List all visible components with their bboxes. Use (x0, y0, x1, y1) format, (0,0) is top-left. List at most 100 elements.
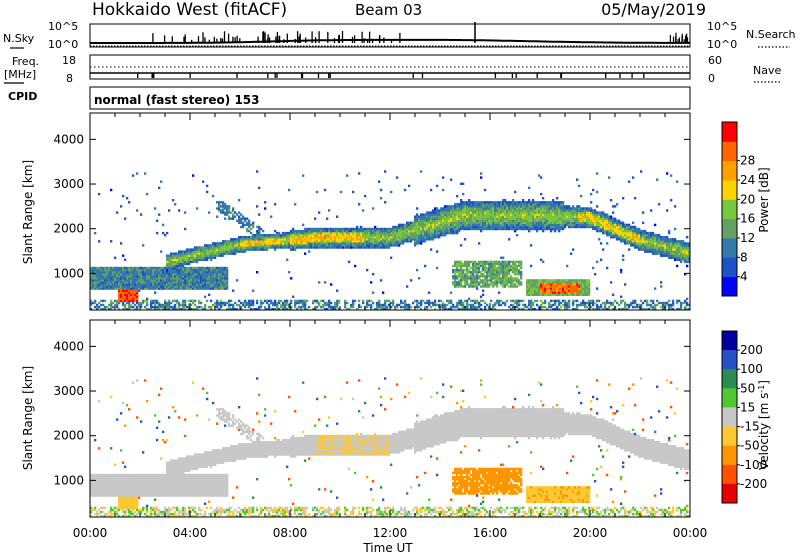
heatmap-cell (354, 299, 357, 303)
heatmap-cell (486, 201, 489, 204)
heatmap-cell (532, 211, 535, 214)
heatmap-cell (230, 217, 233, 220)
heatmap-cell (150, 275, 153, 278)
heatmap-cell (462, 305, 465, 309)
heatmap-cell (446, 221, 449, 224)
heatmap-cell (540, 176, 543, 179)
heatmap-cell (538, 207, 541, 210)
heatmap-cell (240, 217, 243, 220)
heatmap-cell (236, 246, 239, 249)
heatmap-cell (290, 240, 293, 243)
heatmap-cell (148, 266, 151, 270)
heatmap-cell (140, 281, 143, 284)
heatmap-cell (142, 299, 145, 303)
heatmap-cell (560, 217, 563, 220)
heatmap-cell (334, 246, 337, 249)
heatmap-cell (168, 283, 171, 286)
heatmap-cell (204, 268, 207, 272)
heatmap-cell (416, 231, 419, 235)
heatmap-cell (504, 203, 507, 206)
heatmap-cell (308, 236, 311, 239)
heatmap-cell (188, 307, 191, 311)
heatmap-cell (454, 262, 457, 266)
heatmap-cell (116, 287, 119, 290)
heatmap-cell (530, 287, 533, 290)
heatmap-cell (156, 299, 159, 303)
heatmap-cell (360, 242, 363, 245)
heatmap-cell (128, 279, 131, 282)
heatmap-cell (220, 252, 223, 255)
heatmap-cell (598, 211, 601, 214)
heatmap-cell (128, 281, 131, 284)
heatmap-cell (306, 244, 309, 247)
heatmap-cell (508, 260, 511, 264)
heatmap-cell (408, 303, 411, 307)
heatmap-cell (238, 240, 241, 243)
nave-axis-top: 60 (708, 54, 722, 67)
heatmap-cell (444, 225, 447, 229)
heatmap-cell (456, 203, 459, 206)
heatmap-cell (192, 258, 195, 261)
heatmap-cell (478, 221, 481, 224)
heatmap-cell (222, 211, 225, 214)
heatmap-cell (242, 240, 245, 243)
heatmap-cell (560, 291, 563, 294)
heatmap-cell (574, 293, 577, 296)
heatmap-cell (170, 271, 173, 274)
heatmap-cell (490, 262, 493, 266)
heatmap-cell (566, 221, 569, 224)
heatmap-cell (506, 217, 509, 220)
heatmap-cell (364, 244, 367, 247)
heatmap-cell (512, 281, 515, 284)
heatmap-cell (90, 268, 93, 272)
heatmap-cell (574, 281, 577, 284)
heatmap-cell (278, 236, 281, 239)
heatmap-cell (154, 299, 157, 303)
heatmap-cell (336, 299, 339, 303)
heatmap-cell (598, 213, 601, 216)
heatmap-cell (370, 244, 373, 247)
heatmap-cell (420, 223, 423, 227)
heatmap-cell (220, 266, 223, 270)
heatmap-cell (114, 279, 117, 282)
heatmap-cell (432, 217, 435, 220)
heatmap-cell (528, 303, 531, 307)
heatmap-cell (238, 217, 241, 220)
heatmap-cell (124, 273, 127, 276)
heatmap-cell (560, 207, 563, 210)
heatmap-cell (522, 215, 525, 218)
heatmap-cell (196, 283, 199, 286)
heatmap-cell (238, 199, 241, 202)
heatmap-cell (158, 268, 161, 272)
heatmap-cell (382, 244, 385, 247)
heatmap-cell (338, 301, 341, 305)
heatmap-cell (536, 287, 539, 290)
heatmap-cell (252, 225, 255, 229)
heatmap-cell (308, 246, 311, 249)
heatmap-cell (226, 209, 229, 212)
heatmap-cell (500, 281, 503, 284)
heatmap-cell (200, 281, 203, 284)
heatmap-cell (272, 301, 275, 305)
heatmap-cell (188, 279, 191, 282)
heatmap-cell (330, 246, 333, 249)
heatmap-cell (214, 273, 217, 276)
heatmap-cell (588, 211, 591, 214)
heatmap-cell (424, 227, 427, 231)
heatmap-cell (168, 264, 171, 268)
heatmap-cell (428, 211, 431, 214)
heatmap-cell (454, 221, 457, 224)
heatmap-cell (540, 219, 543, 222)
heatmap-cell (234, 246, 237, 249)
heatmap-cell (430, 217, 433, 220)
heatmap-cell (558, 201, 561, 204)
heatmap-cell (572, 283, 575, 286)
heatmap-cell (180, 250, 183, 253)
heatmap-cell (302, 240, 305, 243)
heatmap-cell (478, 283, 481, 286)
heatmap-cell (608, 229, 611, 233)
heatmap-cell (404, 301, 407, 305)
heatmap-cell (306, 246, 309, 249)
heatmap-cell (264, 242, 267, 245)
heatmap-cell (458, 268, 461, 272)
